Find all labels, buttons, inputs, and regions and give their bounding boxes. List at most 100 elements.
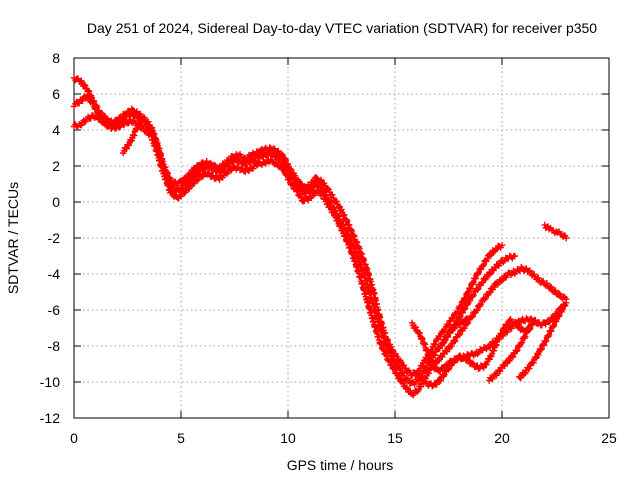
data-point [444, 366, 452, 373]
data-point [204, 169, 212, 176]
data-point [78, 122, 85, 129]
data-point [294, 180, 301, 188]
data-point [383, 342, 391, 350]
data-point [552, 287, 559, 294]
y-tick-label: -10 [40, 374, 60, 390]
data-point [336, 222, 344, 229]
data-point [177, 193, 185, 200]
data-point [294, 188, 301, 195]
x-tick-label: 0 [70, 430, 78, 446]
data-point [323, 191, 330, 198]
data-point [278, 150, 285, 158]
data-point [522, 333, 529, 340]
data-point [78, 77, 85, 85]
data-point [468, 359, 476, 367]
data-point [498, 242, 506, 249]
data-point [85, 88, 93, 95]
data-point [545, 318, 553, 326]
data-point [492, 264, 499, 272]
data-point [284, 172, 291, 179]
data-point [414, 370, 421, 378]
data-point [199, 166, 207, 173]
data-point [417, 383, 425, 390]
data-point [473, 307, 480, 314]
data-point [472, 275, 479, 282]
data-point [121, 114, 128, 122]
data-point [322, 195, 329, 202]
data-point [412, 323, 419, 331]
x-axis-label: GPS time / hours [287, 457, 394, 473]
data-point [387, 343, 394, 351]
data-point [543, 337, 550, 345]
data-point [518, 339, 526, 346]
data-point [329, 191, 336, 198]
data-point [496, 367, 504, 375]
data-point [452, 337, 459, 344]
data-point [301, 190, 308, 198]
data-point [474, 306, 481, 314]
data-point [460, 319, 468, 326]
data-point [85, 87, 92, 94]
data-point [342, 226, 349, 233]
data-point [498, 330, 506, 337]
data-point [125, 142, 133, 149]
data-point [431, 351, 439, 359]
data-point [470, 291, 477, 299]
x-tick-label: 15 [387, 430, 403, 446]
data-point [456, 331, 464, 338]
data-point [464, 315, 471, 323]
data-point [504, 322, 512, 329]
data-point [312, 179, 320, 187]
data-point [466, 285, 474, 293]
data-point [432, 341, 439, 348]
x-tick-label: 10 [280, 430, 296, 446]
data-point [548, 328, 555, 335]
y-tick-label: 2 [52, 158, 60, 174]
y-tick-label: -6 [48, 302, 61, 318]
data-point [535, 274, 542, 282]
data-point [543, 280, 551, 287]
data-point [480, 364, 487, 371]
data-point [514, 347, 521, 354]
data-point [469, 313, 476, 320]
data-point [105, 121, 112, 129]
data-point [459, 309, 466, 316]
data-point [479, 262, 486, 270]
data-point [508, 325, 515, 332]
data-point [388, 352, 396, 359]
data-point [439, 353, 446, 360]
data-point [548, 283, 555, 291]
data-point [450, 359, 458, 366]
data-point [441, 326, 449, 334]
data-point [489, 375, 496, 383]
data-point [402, 365, 409, 372]
data-point [433, 381, 440, 388]
data-point [400, 362, 408, 369]
data-point [457, 313, 464, 320]
data-point [530, 317, 538, 324]
chart-title: Day 251 of 2024, Sidereal Day-to-day VTE… [87, 20, 597, 36]
data-point [526, 365, 533, 372]
data-point [521, 370, 528, 377]
data-point [468, 314, 475, 321]
data-markers [70, 74, 570, 399]
data-point [120, 121, 128, 129]
data-point [539, 277, 547, 285]
y-tick-label: -8 [48, 338, 61, 354]
data-point [85, 93, 92, 101]
x-tick-label: 25 [601, 430, 617, 446]
data-point [392, 358, 399, 366]
y-tick-label: -12 [40, 410, 60, 426]
data-point [437, 333, 444, 340]
data-point [470, 278, 477, 286]
data-point [447, 329, 454, 337]
data-point [79, 97, 86, 105]
data-point [206, 162, 213, 170]
data-series [438, 315, 471, 349]
data-series [485, 317, 538, 384]
data-point [474, 286, 481, 294]
data-point [281, 166, 288, 173]
data-point [501, 362, 508, 370]
data-point [430, 361, 437, 368]
data-point [253, 162, 260, 169]
